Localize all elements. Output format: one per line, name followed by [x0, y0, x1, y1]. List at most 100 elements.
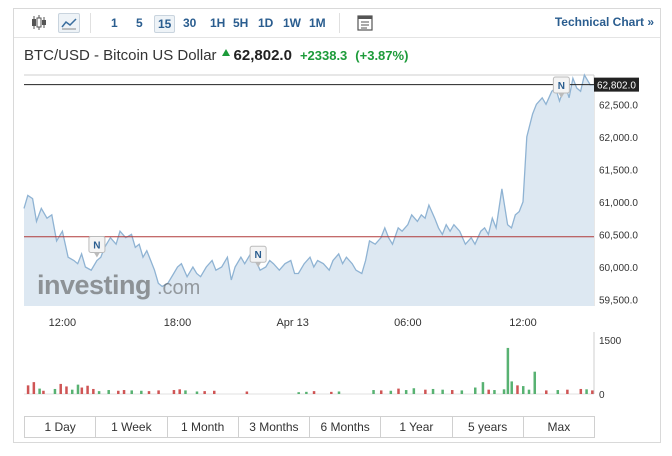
volume-bar [493, 390, 496, 394]
volume-bar [203, 391, 206, 394]
price-tick-label: 60,500.0 [599, 230, 638, 241]
volume-bar [32, 382, 36, 394]
volume-bar [38, 388, 41, 394]
volume-bar [86, 385, 89, 394]
price-line [23, 73, 595, 288]
volume-bar [53, 388, 57, 394]
timeframe-1w[interactable]: 1W [283, 16, 301, 30]
volume-bar [245, 391, 249, 394]
timeframe-5[interactable]: 5 [136, 16, 143, 30]
timeframe-5h[interactable]: 5H [233, 16, 249, 30]
volume-bar [545, 390, 548, 394]
range-3-months[interactable]: 3 Months [239, 417, 310, 437]
time-tick-label: 18:00 [164, 317, 192, 329]
volume-bar [521, 386, 525, 394]
volume-bar [65, 386, 68, 394]
instrument-name: BTC/USD - Bitcoin US Dollar [24, 47, 217, 64]
instrument-header: BTC/USD - Bitcoin US Dollar 62,802.0 +2338… [24, 47, 408, 69]
current-price-label: 62,802.0 [597, 81, 636, 92]
timeframe-1d[interactable]: 1D [258, 16, 274, 30]
toolbar-divider [339, 13, 340, 33]
volume-bar [527, 389, 531, 394]
volume-bar [195, 391, 199, 394]
volume-bar [26, 385, 30, 394]
time-tick-label: 06:00 [394, 317, 422, 329]
candlestick-icon[interactable] [28, 13, 50, 33]
range-max[interactable]: Max [547, 420, 571, 434]
timeframe-1m[interactable]: 1M [309, 16, 326, 30]
price-change: +2338.3 [299, 48, 348, 63]
volume-bar [566, 389, 569, 394]
timeframe-15[interactable]: 15 [154, 15, 176, 33]
volume-bar [297, 392, 300, 394]
volume-bar [389, 390, 393, 394]
volume-bar [330, 391, 333, 394]
volume-bar [80, 387, 84, 394]
volume-bar [579, 388, 583, 394]
price-tick-label: 61,500.0 [599, 165, 638, 176]
news-marker-label: N [255, 250, 262, 261]
volume-bar [591, 390, 594, 394]
volume-bar [379, 390, 383, 394]
news-marker-pointer [255, 262, 262, 268]
news-marker-label: N [93, 240, 100, 251]
range-5-years[interactable]: 5 years [453, 417, 524, 437]
volume-bar [107, 390, 110, 394]
price-tick-label: 62,500.0 [599, 100, 638, 111]
price-change-percent: (+3.87%) [355, 48, 409, 63]
price-tick-label: 59,500.0 [599, 295, 638, 306]
price-tick-label: 61,000.0 [599, 198, 638, 209]
volume-tick-label: 0 [599, 390, 605, 401]
volume-bar [178, 389, 181, 394]
volume-bar [506, 347, 510, 394]
range-1-day[interactable]: 1 Day [25, 417, 97, 437]
timeframe-30[interactable]: 30 [183, 16, 197, 30]
up-arrow-icon [221, 49, 230, 57]
time-tick-label: 12:00 [509, 317, 537, 329]
range-1-week[interactable]: 1 Week [96, 417, 168, 437]
volume-bar [460, 390, 464, 394]
volume-bar [556, 390, 560, 394]
volume-bar [412, 388, 416, 394]
volume-bar [76, 384, 80, 394]
volume-bar [516, 385, 519, 394]
calendar-icon[interactable] [354, 13, 376, 33]
current-price-tag [594, 77, 639, 92]
volume-bar [97, 391, 101, 394]
volume-bar [397, 388, 400, 394]
last-price: 62,802.0 [233, 47, 292, 64]
volume-bar [92, 388, 95, 394]
volume-bar [172, 390, 176, 394]
investing-watermark: investing [37, 270, 151, 300]
range-1-year[interactable]: 1 Year [381, 417, 453, 437]
price-tick-label: 60,000.0 [599, 263, 638, 274]
volume-bar [305, 391, 308, 394]
volume-bar [474, 387, 477, 394]
volume-bar [533, 371, 537, 394]
technical-chart-link[interactable]: Technical Chart » [554, 15, 654, 29]
chart-toolbar: 1 5 15 30 1H 5H 1D 1W 1M Technical Chart » [14, 9, 660, 38]
volume-bar [213, 390, 216, 394]
news-marker-pointer [558, 93, 565, 99]
volume-bar [481, 382, 485, 394]
volume-tick-label: 1500 [599, 336, 622, 347]
volume-bar [147, 391, 151, 394]
area-chart-icon[interactable] [58, 13, 80, 33]
volume-bar [184, 390, 187, 394]
investing-watermark-suffix: .com [157, 277, 200, 299]
timeframe-1h[interactable]: 1H [210, 16, 226, 30]
range-1-month[interactable]: 1 Month [168, 417, 239, 437]
volume-bar [450, 390, 454, 394]
range-6-months[interactable]: 6 Months [310, 417, 382, 437]
volume-bar [140, 390, 143, 394]
volume-bar [510, 381, 513, 394]
range-selector: 1 Day 1 Week 1 Month 3 Months 6 Months 1 Year… [24, 416, 595, 438]
toolbar-divider [90, 13, 91, 33]
volume-bar [404, 390, 408, 394]
timeframe-1[interactable]: 1 [111, 16, 118, 30]
volume-bar [585, 389, 588, 394]
volume-bar [117, 390, 120, 394]
volume-bar [337, 391, 341, 394]
volume-bar [502, 389, 506, 394]
